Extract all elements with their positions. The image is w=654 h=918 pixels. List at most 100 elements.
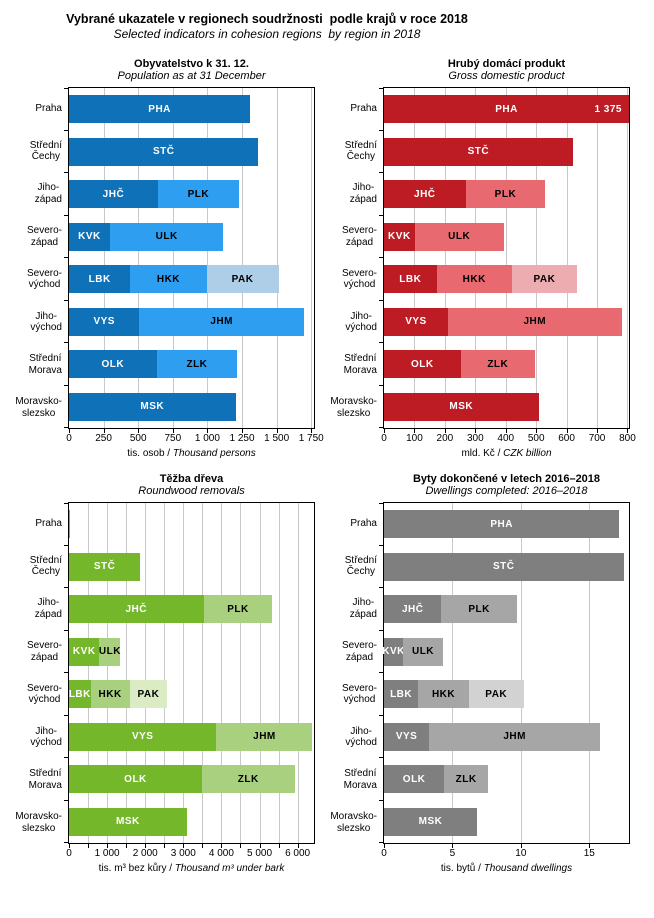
stacked-bar: JHČ PLK (69, 180, 314, 209)
x-axis-tick (384, 844, 385, 848)
y-category-label-text: Jiho- východ (345, 725, 377, 749)
y-axis-tick (379, 299, 384, 301)
bar-segment-label: ULK (411, 646, 435, 658)
bar-segment-label: JHČ (102, 188, 125, 200)
bar-segment-label: PHA (495, 103, 518, 115)
bar-segment: ULK (109, 222, 224, 251)
x-axis-tick-label: 1 000 (194, 433, 220, 444)
gridline (164, 503, 166, 843)
bar-segment: PHA (384, 510, 620, 539)
bar-segment-label: LBK (68, 688, 91, 700)
y-axis-tick (64, 299, 69, 301)
chart-subtitle: Roundwood removals (138, 485, 245, 497)
x-axis-title-separator: / (164, 448, 173, 459)
x-axis-title: tis. m³ bez kůry / Thousand m³ under bar… (69, 863, 314, 874)
x-axis-tick-label: 1 000 (94, 848, 120, 859)
bar-segment-label: KVK (78, 231, 101, 243)
x-axis-tick-label: 0 (381, 848, 387, 859)
stacked-bar: LBK HKK PAK (69, 265, 314, 294)
y-category-label: Jiho- východ (12, 716, 62, 759)
bar-segment-label: HKK (431, 688, 456, 700)
bar-segment-label: HKK (462, 273, 486, 285)
bar-segment-label: VYS (131, 731, 154, 743)
bar-segment: PLK (465, 180, 546, 209)
gridline (88, 503, 90, 843)
y-axis-tick (64, 587, 69, 588)
gridline (414, 88, 416, 428)
bar-segment: PLK (441, 595, 517, 624)
bar-segment-label: OLK (411, 358, 434, 370)
x-axis-tick-label: 500 (527, 433, 545, 444)
y-category-label-text: Střední Čechy (344, 554, 377, 578)
bar-segment-label: PHA (148, 103, 171, 115)
gridline (452, 503, 454, 843)
bar-segment-label: KVK (72, 646, 96, 658)
bar-segment: MSK (384, 807, 478, 836)
x-axis-tick (414, 429, 416, 433)
bar-segment: OLK (69, 350, 157, 379)
y-category-label-text: Jiho- západ (349, 182, 377, 205)
bar-row: JHČ PLK (384, 588, 629, 631)
bar-segment: PAK (129, 680, 168, 709)
bar-segment: JHČ (384, 595, 442, 624)
x-axis-tick (597, 429, 599, 433)
gridline (172, 88, 174, 428)
x-axis-title-cz: mld. Kč (461, 448, 495, 459)
x-axis-title-en: Thousand dwellings (483, 863, 573, 874)
bar-segment-label: ULK (448, 231, 471, 243)
stacked-bar: VYS JHM (384, 307, 629, 336)
y-category-label-text: Severo- východ (26, 267, 62, 291)
bar-segment-label: HKK (156, 273, 181, 285)
bar-segment-label: PAK (231, 273, 254, 285)
bar-segment: HKK (130, 265, 207, 294)
bar-row: VYS JHM (69, 716, 314, 759)
chart-subtitle: Dwellings completed: 2016–2018 (425, 485, 588, 497)
bar-segment: KVK (384, 222, 415, 251)
bar-segment-label: OLK (101, 358, 125, 370)
y-axis-tick (64, 714, 69, 716)
bar-segment: STČ (69, 552, 141, 581)
y-category-label-text: Jiho- východ (30, 310, 62, 334)
bar-segment: STČ (384, 137, 573, 166)
y-category-label: Moravsko- slezsko (327, 386, 377, 429)
y-category-label-text: Severo- východ (341, 682, 377, 706)
bar-segment-label: JHM (503, 731, 526, 743)
x-axis-tick (566, 429, 568, 433)
y-category-label: Střední Čechy (12, 130, 62, 173)
stacked-bar: KVK ULK (69, 637, 314, 666)
x-axis-tick (311, 429, 313, 433)
y-axis-tick (64, 544, 69, 546)
stacked-bar: MSK (384, 392, 629, 421)
x-axis-tick (536, 429, 538, 433)
bar-segment-label: KVK (388, 231, 411, 243)
bar-segment-label: OLK (124, 773, 147, 785)
x-axis-title-cz: tis. m³ bez kůry (98, 863, 167, 874)
gridline (145, 503, 147, 843)
bar-segment-label: PHA (490, 518, 514, 530)
y-category-label: Střední Čechy (327, 545, 377, 588)
y-category-label-text: Střední Morava (343, 768, 377, 791)
gridline (311, 88, 313, 428)
gridline (126, 503, 128, 843)
page-title: Vybrané ukazatele v regionech soudržnost… (66, 12, 468, 26)
x-axis-tick-label: 1 750 (298, 433, 324, 444)
y-axis-tick (64, 842, 69, 843)
bar-segment-label: ZLK (455, 773, 477, 785)
x-axis-ticks: 0 100 200 300 400 500 600 700 800 (381, 429, 636, 446)
x-axis-tick (627, 429, 629, 433)
x-axis-tick (88, 844, 90, 848)
y-category-label: Severo- západ (327, 215, 377, 258)
bar-segment: LBK (69, 265, 131, 294)
x-axis-tick (107, 844, 109, 848)
chart-roundwood: Těžba dřeva Roundwood removals Praha Stře… (12, 473, 324, 874)
bar-segment: MSK (69, 392, 236, 421)
x-axis-ticks: 0 1 000 2 000 3 000 4 000 5 000 6 000 (66, 844, 314, 861)
x-axis-tick (172, 429, 174, 433)
bar-segment: MSK (384, 392, 539, 421)
x-axis-title: mld. Kč / CZK billion (384, 448, 629, 459)
y-category-label: Jiho- východ (327, 301, 377, 344)
y-category-label: Moravsko- slezsko (12, 801, 62, 844)
x-axis-tick-label: 3 000 (170, 848, 196, 859)
bar-segment: JHM (216, 722, 313, 751)
x-axis-tick-label: 750 (164, 433, 182, 444)
